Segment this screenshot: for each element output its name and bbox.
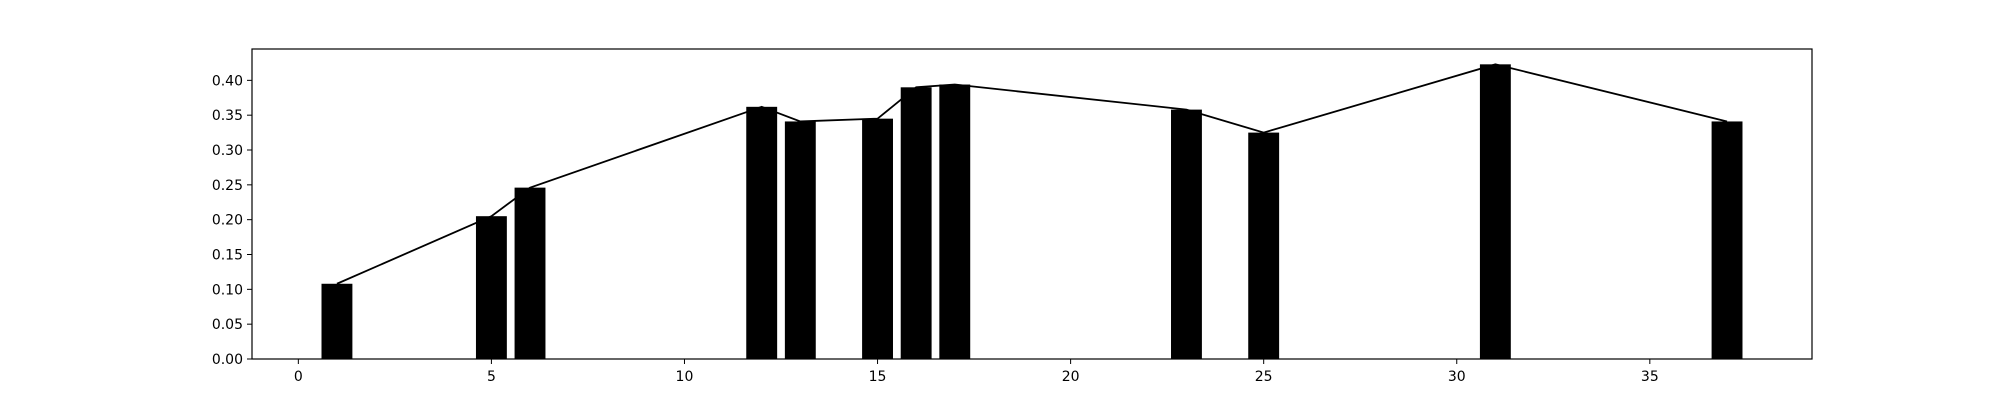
bar — [746, 106, 778, 359]
y-tick-label: 0.40 — [212, 73, 243, 89]
bars-group — [321, 64, 1743, 359]
x-tick-label: 0 — [294, 369, 303, 385]
bar — [1479, 64, 1511, 359]
bar — [1711, 121, 1743, 359]
bar — [475, 216, 507, 359]
bar — [514, 187, 546, 359]
bar — [1171, 109, 1202, 359]
bar — [1248, 132, 1280, 359]
x-tick-label: 10 — [676, 369, 694, 385]
y-tick-label: 0.25 — [212, 178, 243, 194]
bar — [900, 87, 932, 359]
y-axis: 0.00 0.05 0.10 0.15 0.20 0.25 0.30 0.35 0.40 — [212, 73, 252, 368]
bar — [321, 283, 353, 359]
bar — [939, 84, 971, 359]
bar — [784, 121, 816, 359]
x-tick-label: 30 — [1448, 369, 1466, 385]
x-tick-label: 20 — [1062, 369, 1080, 385]
series-line — [336, 63, 1728, 285]
line-group — [336, 63, 1728, 285]
y-tick-label: 0.10 — [212, 282, 243, 298]
bar — [862, 118, 893, 359]
y-tick-label: 0.15 — [212, 248, 243, 264]
y-tick-label: 0.05 — [212, 317, 243, 333]
y-tick-label: 0.30 — [212, 143, 243, 159]
x-axis: 0 5 10 15 20 25 30 35 — [294, 359, 1659, 385]
y-tick-label: 0.00 — [212, 352, 243, 368]
x-tick-label: 35 — [1641, 369, 1659, 385]
x-tick-label: 25 — [1255, 369, 1273, 385]
y-tick-label: 0.35 — [212, 108, 243, 124]
plot-frame — [251, 48, 1813, 360]
y-tick-label: 0.20 — [212, 213, 243, 229]
x-tick-label: 15 — [869, 369, 887, 385]
x-tick-label: 5 — [487, 369, 496, 385]
